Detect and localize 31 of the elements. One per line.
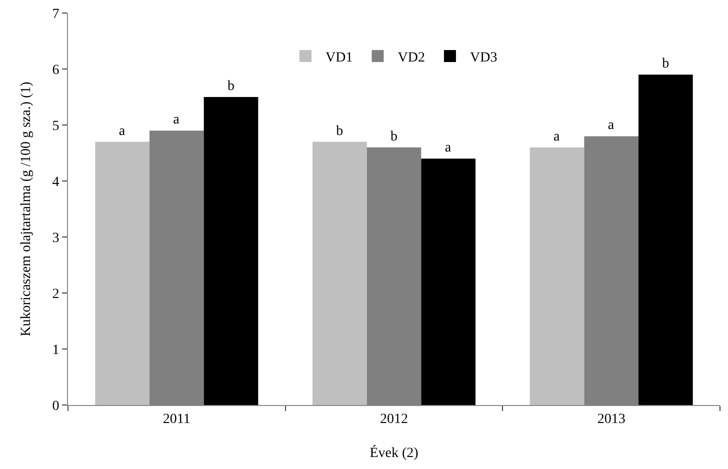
y-tick-label: 4 xyxy=(52,174,60,190)
x-axis-title: Évek (2) xyxy=(370,444,419,461)
data-label: a xyxy=(554,129,560,144)
x-tick-label: 2011 xyxy=(162,412,190,427)
y-tick-label: 3 xyxy=(52,230,60,246)
data-label: a xyxy=(173,112,180,128)
data-label: a xyxy=(444,140,452,156)
x-tick-label: 2012 xyxy=(380,412,408,427)
y-tick-label: 6 xyxy=(52,62,60,78)
bar xyxy=(421,158,476,405)
data-label: b xyxy=(336,124,344,139)
y-tick-label: 7 xyxy=(52,6,60,22)
legend-label: VD3 xyxy=(470,50,498,66)
legend-label: VD1 xyxy=(326,50,353,66)
bar xyxy=(638,74,693,405)
data-label: b xyxy=(228,79,234,94)
bar xyxy=(204,97,258,405)
bar xyxy=(530,147,584,405)
y-tick-label: 0 xyxy=(52,398,60,414)
y-tick-label: 5 xyxy=(52,118,60,134)
y-tick-label: 1 xyxy=(52,342,60,358)
y-tick-label: 2 xyxy=(52,286,60,302)
x-tick-label: 2013 xyxy=(597,412,626,427)
bar xyxy=(312,142,367,405)
data-label: a xyxy=(608,118,615,134)
data-label: b xyxy=(662,56,670,72)
legend-label: VD2 xyxy=(398,50,425,66)
data-label: b xyxy=(390,129,398,144)
data-label: a xyxy=(118,124,126,139)
bar xyxy=(95,142,150,405)
y-axis-title: Kukoricaszem olajtartalma (g /100 g sza.) (1) xyxy=(19,81,34,336)
